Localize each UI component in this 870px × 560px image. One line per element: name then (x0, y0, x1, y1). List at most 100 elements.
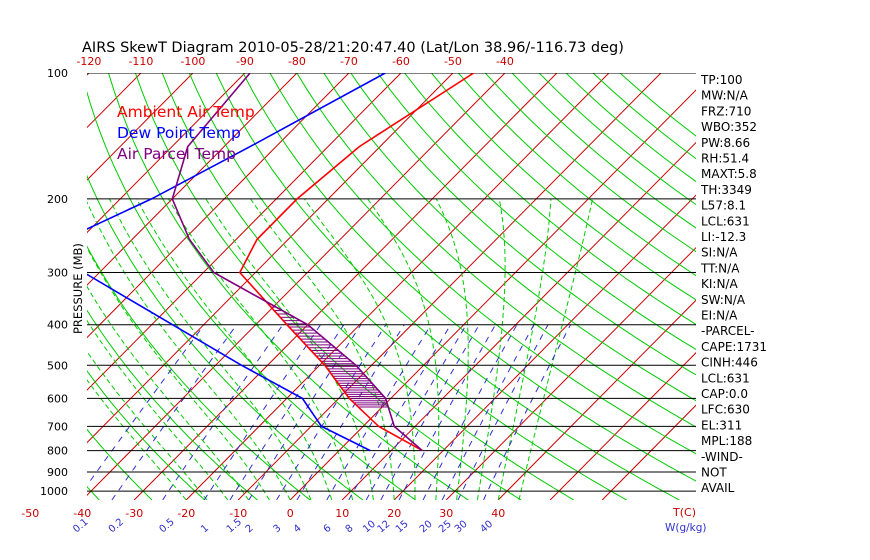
pressure-tick-label: 700 (47, 420, 68, 433)
mixing-ratio-line (483, 324, 572, 500)
dry-adiabat-line (134, 73, 522, 500)
mixing-ratio-line (422, 324, 518, 500)
dry-adiabat-line (0, 73, 47, 500)
pressure-tick-label: 1000 (40, 485, 68, 498)
mixing-ratio-lines (87, 324, 572, 500)
stat-line: EI:N/A (701, 309, 738, 323)
mixing-ratio-tick-label: 6 (322, 523, 334, 536)
bottom-temp-tick-label: 20 (387, 507, 401, 520)
mixing-ratio-line (348, 324, 452, 500)
stat-line: AVAIL (701, 481, 735, 495)
mixing-ratio-tick-label: 8 (344, 523, 356, 536)
dry-adiabat-line (296, 73, 696, 428)
isobar-lines (87, 73, 696, 492)
chart-title: AIRS SkewT Diagram 2010-05-28/21:20:47.4… (82, 40, 624, 56)
moist-adiabat-line (476, 198, 506, 500)
moist-adiabat-line (250, 198, 395, 500)
stat-line: CAP:0.0 (701, 387, 748, 401)
top-temp-tick-label: -80 (288, 55, 306, 68)
stat-line: LCL:631 (701, 214, 750, 228)
mixing-ratio-tick-label: 20 (418, 519, 435, 536)
isotherm-line (87, 73, 454, 444)
dry-adiabat-line (431, 73, 696, 301)
bottom-temp-tick-label: 40 (491, 507, 505, 520)
isotherm-line (601, 404, 696, 500)
moist-adiabat-line (87, 379, 187, 500)
stat-line: NOT (701, 466, 727, 480)
mixing-ratio-line (441, 324, 535, 500)
bottom-temp-tick-label: -40 (73, 507, 91, 520)
x-axis-unit-label: T(C) (672, 506, 696, 519)
isotherm-line (0, 73, 37, 500)
mixing-ratio-line (87, 324, 205, 487)
moist-adiabat-line (87, 285, 250, 500)
mixing-ratio-line (365, 324, 467, 500)
dry-adiabat-line (404, 73, 696, 326)
dry-adiabat-line (215, 73, 680, 500)
top-temp-tick-label: -90 (236, 55, 254, 68)
dry-adiabat-line (377, 73, 696, 351)
stat-line: MPL:188 (701, 434, 752, 448)
mixing-ratio-tick-label: 12 (376, 519, 393, 536)
stat-line: CINH:446 (701, 356, 758, 370)
dry-adiabat-line (161, 73, 575, 500)
mixing-ratio-line (398, 324, 496, 500)
legend-entry: Ambient Air Temp (117, 103, 255, 121)
isotherm-line (87, 73, 402, 391)
legend: Ambient Air Temp Dew Point Temp Air Parcel… (117, 103, 255, 163)
moist-adiabat-line (108, 198, 312, 500)
plot-area: Ambient Air Temp Dew Point Temp Air Parcel… (0, 73, 696, 500)
mixing-ratio-tick-label: 2 (244, 523, 256, 536)
pressure-tick-label: 600 (47, 392, 68, 405)
moist-adiabat-line (87, 246, 270, 500)
top-temp-tick-label: -100 (180, 55, 205, 68)
mixing-ratio-tick-label: 4 (292, 523, 304, 536)
dry-adiabat-line (87, 428, 153, 500)
pressure-tick-label: 500 (47, 359, 68, 372)
stat-line: RH:51.4 (701, 152, 749, 166)
mixing-ratio-tick-label: 30 (453, 519, 470, 536)
mixing-ratio-tick-label: 25 (437, 519, 454, 536)
dry-adiabat-line (87, 90, 416, 500)
mixing-ratio-unit-label: W(g/kg) (665, 522, 707, 534)
mixing-ratio-tick-label: 15 (394, 519, 411, 536)
moist-adiabat-line (497, 198, 552, 500)
stat-line: LFC:630 (701, 403, 750, 417)
dry-adiabat-line (511, 73, 696, 229)
bottom-temp-tick-label: -20 (177, 507, 195, 520)
pressure-tick-label: 200 (47, 193, 68, 206)
dry-adiabat-line (87, 309, 258, 500)
bottom-temp-tick-label: 30 (439, 507, 453, 520)
top-temp-tick-label: -60 (392, 55, 410, 68)
top-temp-tick-label: -120 (76, 55, 101, 68)
y-axis-label: PRESSURE (MB) (71, 243, 85, 334)
stat-line: SW:N/A (701, 293, 746, 307)
mixing-ratio-line (326, 324, 432, 500)
mixing-ratio-line (248, 324, 362, 500)
isotherm-line (87, 73, 350, 339)
isotherm-line (289, 89, 696, 500)
isotherm-line (445, 247, 696, 500)
pressure-tick-label: 900 (47, 466, 68, 479)
stat-line: L57:8.1 (701, 199, 746, 213)
dry-adiabat-line (108, 73, 469, 500)
top-temp-tick-label: -40 (496, 55, 514, 68)
moist-adiabat-lines (87, 198, 594, 500)
moist-adiabat-line (136, 198, 333, 500)
moist-adiabat-line (303, 198, 416, 500)
moist-adiabat-line (205, 198, 374, 500)
isotherm-lines (0, 73, 696, 500)
stat-line: KI:N/A (701, 277, 738, 291)
mixing-ratio-line (203, 324, 321, 500)
moist-adiabat-line (367, 198, 440, 500)
dry-adiabat-line (323, 73, 696, 402)
legend-entry: Dew Point Temp (117, 124, 241, 142)
isotherm-line (87, 73, 298, 286)
moist-adiabat-line (435, 198, 469, 500)
moist-adiabat-line (518, 198, 594, 500)
stat-line: TH:3349 (700, 183, 752, 197)
stat-line: WBO:352 (701, 120, 757, 134)
mixing-ratio-tick-label: 3 (271, 523, 283, 536)
stat-line: EL:311 (701, 418, 742, 432)
